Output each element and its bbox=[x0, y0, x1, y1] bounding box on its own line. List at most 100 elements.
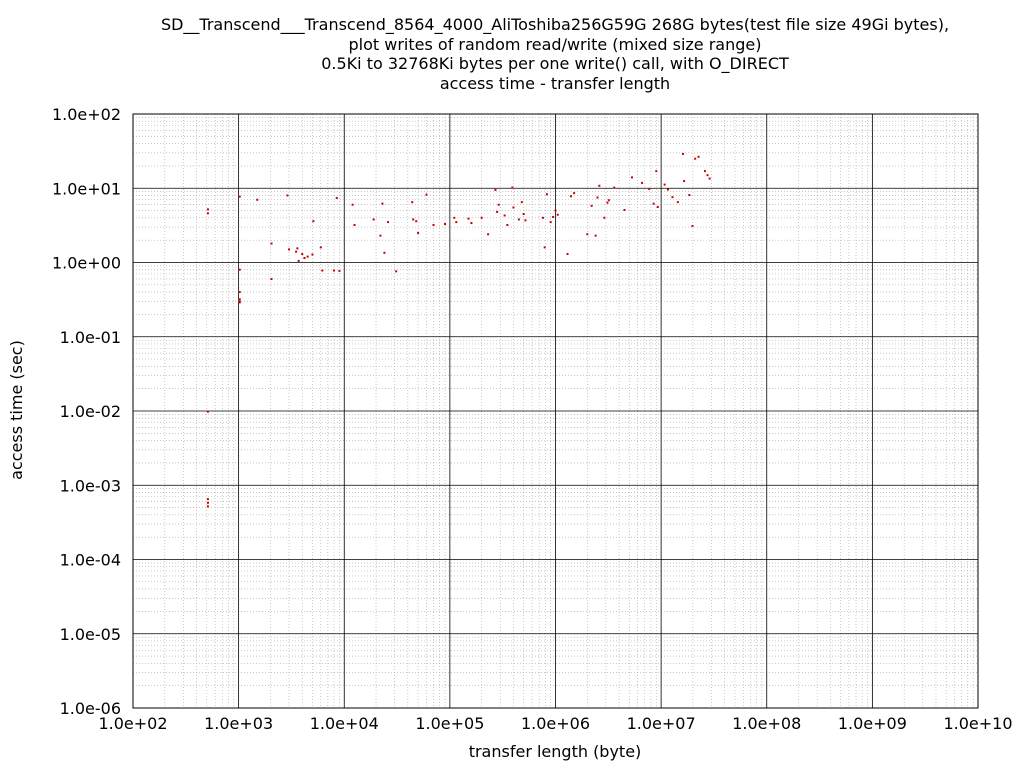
data-point bbox=[238, 268, 241, 271]
data-point bbox=[573, 192, 576, 195]
data-point bbox=[554, 209, 557, 212]
data-point bbox=[432, 223, 435, 226]
data-point bbox=[613, 186, 616, 189]
data-point bbox=[606, 201, 609, 204]
data-point bbox=[596, 196, 599, 199]
data-point bbox=[297, 259, 300, 262]
data-point bbox=[238, 298, 241, 301]
data-point bbox=[666, 188, 669, 191]
data-point bbox=[496, 210, 499, 213]
data-point bbox=[286, 194, 289, 197]
data-point bbox=[453, 216, 456, 219]
data-point bbox=[607, 199, 610, 202]
data-point bbox=[655, 170, 658, 173]
data-point bbox=[353, 223, 356, 226]
data-point bbox=[512, 206, 515, 209]
data-point bbox=[338, 269, 341, 272]
data-point bbox=[381, 202, 384, 205]
data-point bbox=[598, 184, 601, 187]
data-point bbox=[238, 300, 241, 303]
data-point bbox=[517, 218, 520, 221]
data-point bbox=[688, 194, 691, 197]
data-point bbox=[706, 174, 709, 177]
data-point bbox=[524, 219, 527, 222]
data-point bbox=[206, 212, 209, 215]
x-tick-label: 1.0e+07 bbox=[627, 714, 696, 733]
y-tick-label: 1.0e-04 bbox=[60, 551, 121, 570]
x-tick-label: 1.0e+06 bbox=[521, 714, 590, 733]
data-point bbox=[288, 248, 291, 251]
y-tick-label: 1.0e-05 bbox=[60, 625, 121, 644]
data-point bbox=[238, 301, 241, 304]
chart-title: SD__Transcend___Transcend_8564_4000_AliT… bbox=[0, 15, 1024, 93]
y-tick-label: 1.0e-01 bbox=[60, 328, 121, 347]
data-point bbox=[311, 253, 314, 256]
x-axis-ticks: 1.0e+02 1.0e+03 1.0e+04 1.0e+05 1.0e+06 1.0e+… bbox=[98, 714, 1012, 733]
data-point bbox=[552, 216, 555, 219]
data-point bbox=[603, 216, 606, 219]
data-point bbox=[566, 253, 569, 256]
y-tick-label: 1.0e-06 bbox=[60, 699, 121, 718]
data-point bbox=[697, 155, 700, 158]
x-tick-label: 1.0e+05 bbox=[415, 714, 484, 733]
data-point bbox=[641, 181, 644, 184]
data-point bbox=[676, 201, 679, 204]
data-point bbox=[206, 498, 209, 501]
data-point bbox=[411, 201, 414, 204]
data-point bbox=[681, 152, 684, 155]
data-point bbox=[206, 501, 209, 504]
data-point bbox=[335, 196, 338, 199]
y-tick-label: 1.0e+02 bbox=[52, 105, 121, 124]
data-point bbox=[319, 246, 322, 249]
data-point bbox=[412, 218, 415, 221]
data-point bbox=[295, 250, 298, 253]
title-line-3: 0.5Ki to 32768Ki bytes per one write() c… bbox=[321, 54, 789, 73]
data-point bbox=[467, 217, 470, 220]
data-point bbox=[270, 277, 273, 280]
x-tick-label: 1.0e+04 bbox=[310, 714, 379, 733]
data-point bbox=[351, 203, 354, 206]
data-point bbox=[417, 231, 420, 234]
data-points bbox=[206, 152, 711, 508]
data-point bbox=[494, 188, 497, 191]
data-point bbox=[586, 233, 589, 236]
data-point bbox=[541, 216, 544, 219]
data-point bbox=[543, 246, 546, 249]
data-point bbox=[656, 205, 659, 208]
data-point bbox=[372, 218, 375, 221]
data-point bbox=[395, 270, 398, 273]
data-point bbox=[206, 410, 209, 413]
data-point bbox=[306, 255, 309, 258]
data-point bbox=[511, 186, 514, 189]
data-point bbox=[623, 208, 626, 211]
data-point bbox=[470, 222, 473, 225]
major-grid bbox=[132, 113, 979, 709]
data-point bbox=[455, 221, 458, 224]
data-point bbox=[444, 223, 447, 226]
data-point bbox=[238, 291, 241, 294]
data-point bbox=[631, 176, 634, 179]
data-point bbox=[487, 233, 490, 236]
data-point bbox=[312, 220, 315, 223]
data-point bbox=[206, 505, 209, 508]
title-line-2: plot writes of random read/write (mixed … bbox=[348, 34, 762, 54]
data-point bbox=[383, 251, 386, 254]
data-point bbox=[506, 223, 509, 226]
x-tick-label: 1.0e+08 bbox=[732, 714, 801, 733]
data-point bbox=[594, 234, 597, 237]
data-point bbox=[694, 157, 697, 160]
x-tick-label: 1.0e+03 bbox=[204, 714, 273, 733]
x-tick-label: 1.0e+10 bbox=[943, 714, 1012, 733]
data-point bbox=[303, 256, 306, 259]
y-axis-label: access time (sec) bbox=[7, 340, 26, 480]
data-point bbox=[301, 253, 304, 256]
y-axis-ticks: 1.0e+02 1.0e+01 1.0e+00 1.0e-01 1.0e-02 1.0e-… bbox=[52, 105, 121, 718]
data-point bbox=[549, 221, 552, 224]
data-point bbox=[545, 193, 548, 196]
y-tick-label: 1.0e-03 bbox=[60, 476, 121, 495]
y-tick-label: 1.0e-02 bbox=[60, 402, 121, 421]
data-point bbox=[520, 201, 523, 204]
data-point bbox=[379, 234, 382, 237]
x-axis-label: transfer length (byte) bbox=[469, 742, 642, 761]
